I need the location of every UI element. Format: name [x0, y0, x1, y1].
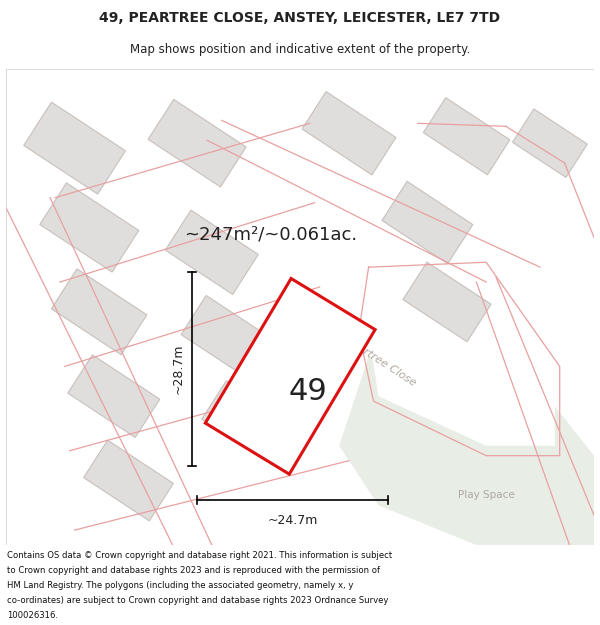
Text: 49: 49 [289, 377, 327, 406]
Text: Play Space: Play Space [458, 491, 515, 501]
Polygon shape [217, 118, 535, 282]
Polygon shape [202, 381, 290, 461]
Text: HM Land Registry. The polygons (including the associated geometry, namely x, y: HM Land Registry. The polygons (includin… [7, 581, 353, 590]
Polygon shape [165, 210, 259, 294]
Polygon shape [512, 109, 587, 177]
Polygon shape [52, 269, 147, 355]
Text: ~247m²/~0.061ac.: ~247m²/~0.061ac. [184, 226, 358, 244]
Text: Map shows position and indicative extent of the property.: Map shows position and indicative extent… [130, 43, 470, 56]
Polygon shape [339, 356, 594, 545]
Polygon shape [382, 181, 473, 264]
Polygon shape [83, 440, 173, 521]
Polygon shape [424, 98, 510, 175]
Text: ~24.7m: ~24.7m [268, 514, 318, 528]
Polygon shape [68, 355, 160, 437]
Polygon shape [368, 268, 555, 446]
Polygon shape [302, 91, 396, 175]
Text: to Crown copyright and database rights 2023 and is reproduced with the permissio: to Crown copyright and database rights 2… [7, 566, 380, 575]
Text: ~28.7m: ~28.7m [172, 344, 184, 394]
Text: Contains OS data © Crown copyright and database right 2021. This information is : Contains OS data © Crown copyright and d… [7, 551, 392, 561]
Polygon shape [205, 279, 375, 474]
Polygon shape [40, 183, 139, 272]
Polygon shape [6, 198, 45, 545]
Text: 100026316.: 100026316. [7, 611, 58, 619]
Text: Peartree Close: Peartree Close [344, 335, 418, 388]
Polygon shape [403, 262, 491, 342]
Polygon shape [181, 296, 272, 378]
Text: 49, PEARTREE CLOSE, ANSTEY, LEICESTER, LE7 7TD: 49, PEARTREE CLOSE, ANSTEY, LEICESTER, L… [100, 11, 500, 25]
Polygon shape [148, 99, 246, 187]
Polygon shape [24, 102, 125, 194]
Text: co-ordinates) are subject to Crown copyright and database rights 2023 Ordnance S: co-ordinates) are subject to Crown copyr… [7, 596, 389, 605]
